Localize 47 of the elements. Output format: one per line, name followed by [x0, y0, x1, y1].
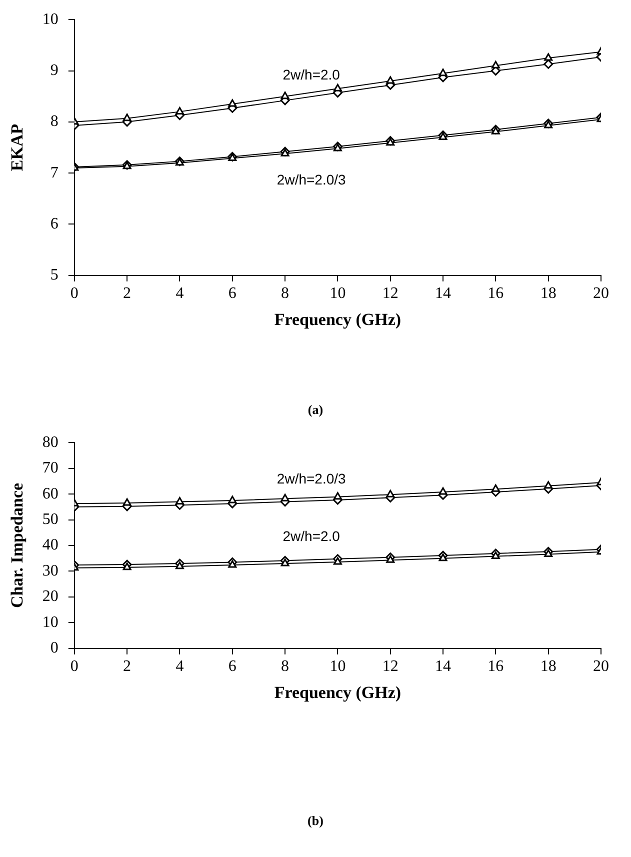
y-tick-label: 10: [42, 614, 58, 631]
x-tick-label: 8: [281, 285, 290, 302]
x-tick-label: 16: [488, 658, 504, 676]
x-tick-label: 12: [382, 285, 398, 302]
x-tick-label: 2: [123, 285, 132, 302]
y-tick-label: 40: [42, 536, 58, 554]
annotation: 2w/h=2.0: [282, 528, 340, 544]
x-tick-label: 12: [382, 658, 398, 676]
x-tick-label: 8: [281, 658, 290, 676]
x-tick-label: 6: [228, 658, 236, 676]
x-tick-label: 18: [540, 658, 556, 676]
x-tick-label: 14: [435, 285, 452, 302]
y-axis-title: Char. Impedance: [8, 482, 27, 608]
x-tick-label: 4: [176, 285, 184, 302]
y-tick-label: 70: [42, 460, 58, 477]
y-tick-label: 5: [50, 266, 58, 284]
x-tick-label: 0: [70, 285, 78, 302]
y-tick-label: 6: [50, 215, 58, 232]
text: (a): [306, 401, 324, 419]
y-tick-label: 30: [42, 562, 58, 580]
annotation: 2w/h=2.0/3: [276, 470, 346, 487]
x-tick-label: 4: [176, 658, 184, 676]
x-axis-title: Frequency (GHz): [274, 683, 402, 702]
x-tick-label: 16: [488, 285, 504, 302]
x-tick-label: 6: [228, 285, 236, 302]
x-tick-label: 20: [593, 285, 609, 302]
text: (b): [306, 812, 324, 830]
y-tick-label: 10: [42, 10, 58, 28]
annotation: 2w/h=2.0: [282, 66, 340, 83]
y-tick-label: 8: [50, 113, 58, 130]
x-axis-title: Frequency (GHz): [274, 310, 402, 330]
x-tick-label: 18: [540, 285, 556, 302]
annotation: 2w/h=2.0/3: [276, 172, 346, 188]
x-tick-label: 20: [593, 658, 609, 676]
y-tick-label: 60: [42, 485, 58, 502]
x-tick-label: 14: [435, 658, 452, 676]
y-tick-label: 0: [50, 640, 58, 657]
y-tick-label: 20: [42, 588, 58, 606]
x-tick-label: 2: [123, 658, 132, 676]
x-tick-label: 10: [330, 658, 346, 676]
y-tick-label: 50: [42, 510, 58, 528]
x-tick-label: 0: [70, 658, 78, 676]
y-axis-title: EKAP: [8, 124, 27, 172]
y-tick-label: 7: [50, 164, 58, 182]
y-tick-label: 80: [42, 434, 58, 451]
y-tick-label: 9: [50, 62, 58, 79]
x-tick-label: 10: [330, 285, 346, 302]
